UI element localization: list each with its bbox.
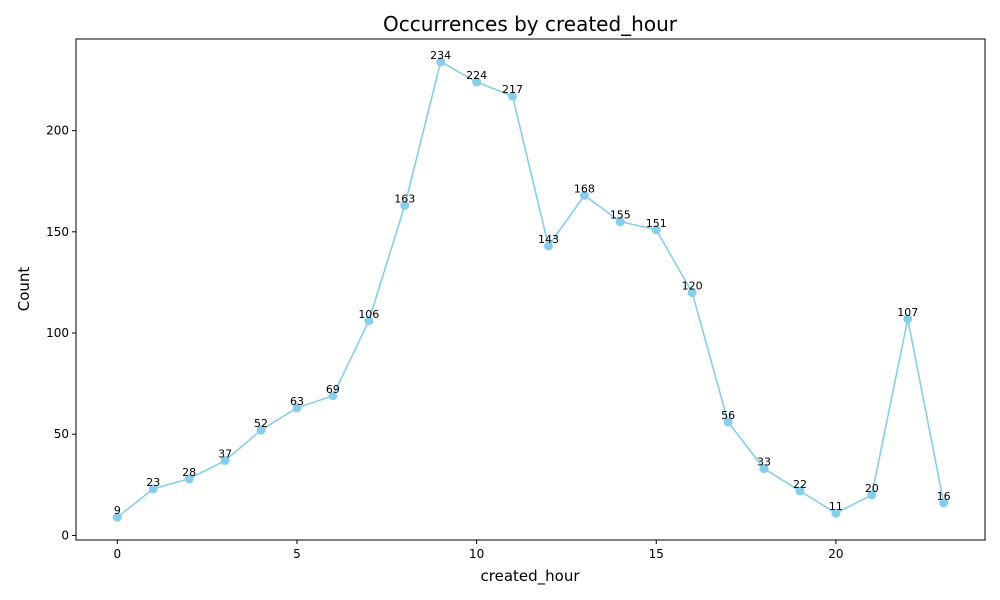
data-label: 33: [757, 456, 771, 469]
x-tick-label: 15: [649, 547, 664, 561]
data-point: [867, 490, 877, 500]
data-label: 63: [290, 395, 304, 408]
data-point: [436, 57, 446, 67]
y-tick-label: 100: [46, 326, 69, 340]
data-point: [903, 314, 913, 324]
y-tick-label: 200: [46, 124, 69, 138]
plot-frame: [75, 38, 986, 541]
chart-title: Occurrences by created_hour: [383, 12, 678, 36]
data-point: [328, 391, 338, 401]
data-point: [292, 403, 302, 413]
x-axis-title: created_hour: [481, 567, 581, 586]
data-point: [364, 316, 374, 326]
data-label: 143: [538, 233, 559, 246]
x-tick-label: 20: [828, 547, 843, 561]
y-axis-ticks: 0 50 100 150 200: [46, 124, 76, 542]
y-tick-label: 150: [46, 225, 69, 239]
data-label: 107: [897, 306, 918, 319]
data-point: [256, 425, 266, 435]
y-axis-title: Count: [15, 267, 33, 312]
data-label: 155: [610, 209, 631, 222]
data-point: [220, 456, 230, 466]
y-tick-label: 0: [61, 528, 69, 542]
series-markers: [112, 57, 949, 522]
data-label: 217: [502, 83, 523, 96]
data-label: 16: [937, 490, 951, 503]
data-point: [723, 417, 733, 427]
data-point: [579, 190, 589, 200]
data-label: 106: [358, 308, 379, 321]
data-point: [615, 217, 625, 227]
data-label: 11: [829, 500, 843, 513]
data-label: 52: [254, 417, 268, 430]
y-tick-label: 50: [54, 427, 69, 441]
x-tick-label: 5: [293, 547, 301, 561]
data-point: [651, 225, 661, 235]
x-tick-label: 10: [469, 547, 484, 561]
data-label: 224: [466, 69, 487, 82]
data-point: [795, 486, 805, 496]
plot-area: 0 5 10 15 20 0 50 100 150 200 9 23 28 37 52 63 69 106 16…: [46, 38, 986, 561]
data-label: 23: [146, 476, 160, 489]
data-label: 22: [793, 478, 807, 491]
data-point: [148, 484, 158, 494]
data-point: [400, 200, 410, 210]
x-tick-label: 0: [113, 547, 121, 561]
data-label: 37: [218, 448, 232, 461]
data-point: [508, 91, 518, 101]
data-point: [543, 241, 553, 251]
data-point: [112, 512, 122, 522]
data-point: [687, 288, 697, 298]
data-point: [939, 498, 949, 508]
data-label: 56: [721, 409, 735, 422]
data-label: 151: [646, 217, 667, 230]
data-label: 120: [682, 280, 703, 293]
data-label: 28: [182, 466, 196, 479]
data-label: 69: [326, 383, 340, 396]
data-labels: 9 23 28 37 52 63 69 106 163 234 224 217 143 168 155 151…: [114, 49, 951, 517]
series-line: [116, 60, 945, 518]
data-label: 168: [574, 182, 595, 195]
data-point: [184, 474, 194, 484]
data-point: [831, 508, 841, 518]
x-axis-ticks: 0 5 10 15 20: [113, 540, 844, 561]
data-label: 234: [430, 49, 451, 62]
data-label: 20: [865, 482, 879, 495]
data-label: 163: [394, 192, 415, 205]
data-point: [472, 77, 482, 87]
data-label: 9: [114, 504, 121, 517]
data-point: [759, 464, 769, 474]
